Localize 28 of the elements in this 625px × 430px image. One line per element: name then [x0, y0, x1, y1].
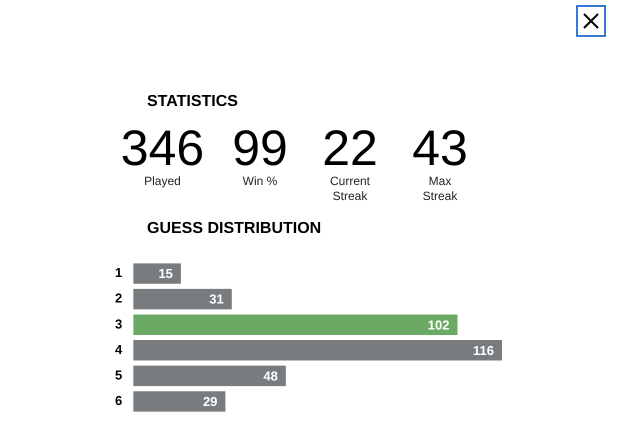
data-label: 116: [473, 342, 494, 358]
y-tick-label: 1: [114, 265, 122, 280]
category-label: Win %: [242, 174, 278, 189]
bar: [133, 340, 502, 361]
y-tick-label: 4: [114, 342, 123, 357]
y-tick-label: 2: [114, 290, 122, 306]
data-label: 15: [158, 266, 173, 282]
data-label: 99: [231, 120, 289, 176]
data-label: 22: [321, 120, 379, 176]
bar: [133, 314, 458, 335]
bar: [133, 391, 226, 412]
y-tick-label: 5: [114, 367, 122, 382]
y-tick-label: 3: [114, 316, 122, 332]
data-label: 346: [120, 120, 206, 176]
text: STATISTICS: [147, 93, 238, 111]
category-label: Played: [143, 174, 182, 189]
bar: [133, 288, 232, 310]
data-label: 102: [428, 317, 450, 332]
data-label: 31: [209, 292, 224, 307]
bar: [133, 366, 286, 386]
data-label: 29: [202, 394, 218, 409]
data-label: 48: [263, 368, 278, 384]
bar: [133, 263, 181, 284]
category-label: Max Streak: [422, 174, 458, 204]
y-tick-label: 6: [114, 392, 122, 408]
chart-title: GUESS DISTRIBUTION: [147, 220, 322, 238]
category-label: Current Streak: [328, 174, 371, 204]
data-label: 43: [411, 120, 469, 176]
